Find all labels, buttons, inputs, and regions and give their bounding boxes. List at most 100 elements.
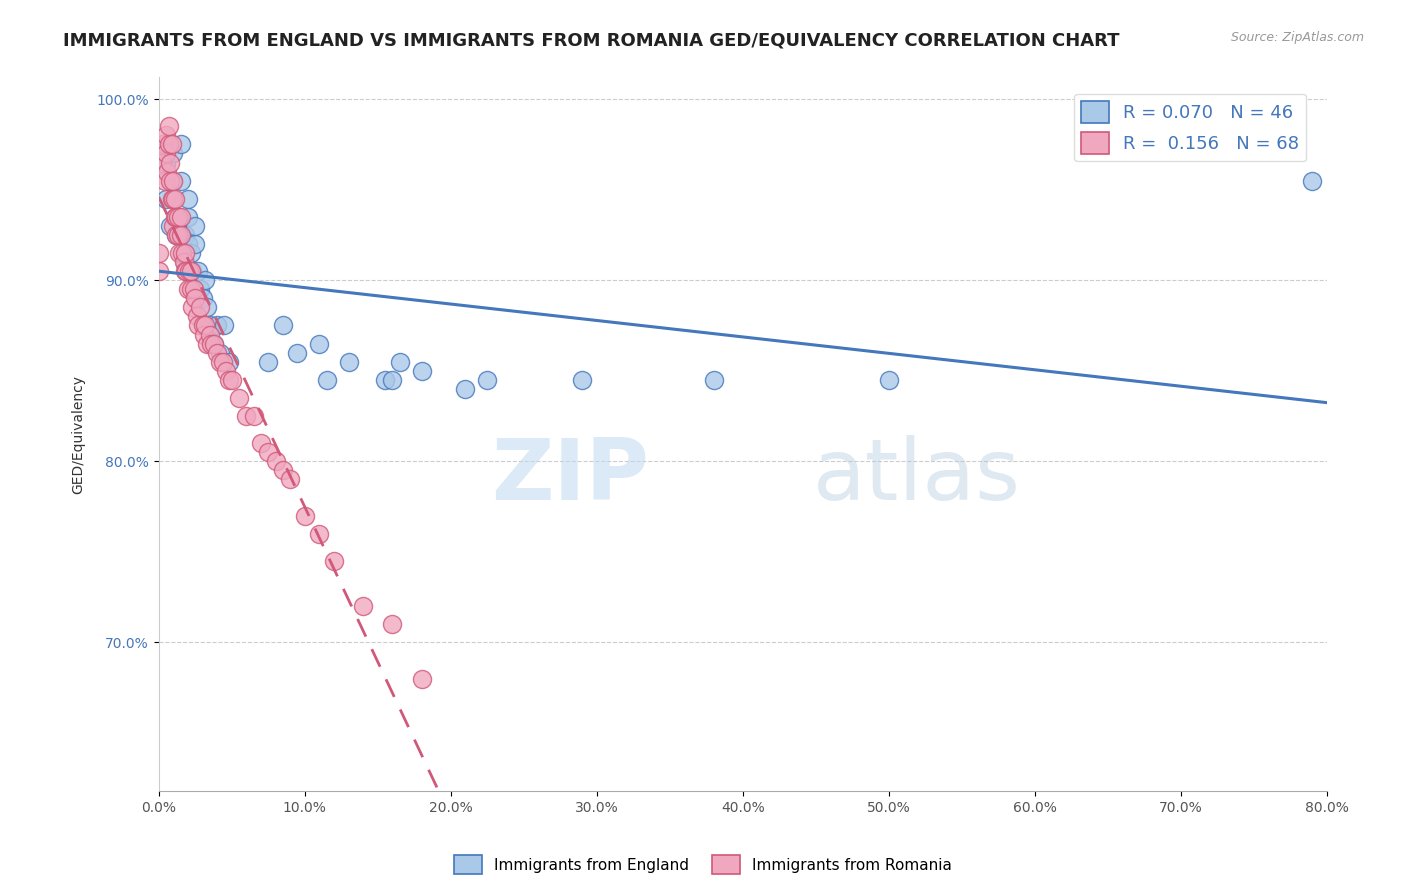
Point [162, 146, 184, 161]
Point [177, 192, 200, 206]
Point [454, 382, 477, 396]
Point [308, 336, 330, 351]
Point [191, 318, 214, 333]
Point [183, 282, 205, 296]
Point [159, 155, 181, 169]
Point [381, 617, 404, 632]
Point [242, 409, 264, 423]
Point [294, 508, 316, 523]
Point [202, 336, 225, 351]
Point [162, 192, 184, 206]
Point [200, 336, 222, 351]
Point [205, 345, 228, 359]
Point [215, 364, 238, 378]
Point [187, 318, 209, 333]
Point [271, 318, 294, 333]
Point [155, 146, 177, 161]
Point [323, 554, 346, 568]
Point [191, 291, 214, 305]
Point [202, 336, 225, 351]
Point [184, 219, 207, 233]
Point [208, 355, 231, 369]
Point [208, 345, 231, 359]
Point [198, 318, 221, 333]
Point [174, 227, 197, 242]
Point [195, 301, 218, 315]
Point [180, 282, 202, 296]
Point [150, 155, 173, 169]
Point [221, 373, 243, 387]
Point [177, 237, 200, 252]
Point [166, 210, 188, 224]
Point [411, 672, 433, 686]
Point [157, 137, 180, 152]
Text: IMMIGRANTS FROM ENGLAND VS IMMIGRANTS FROM ROMANIA GED/EQUIVALENCY CORRELATION C: IMMIGRANTS FROM ENGLAND VS IMMIGRANTS FR… [63, 31, 1119, 49]
Point [195, 336, 218, 351]
Point [155, 146, 177, 161]
Point [169, 174, 191, 188]
Point [162, 174, 184, 188]
Point [169, 137, 191, 152]
Point [214, 318, 236, 333]
Point [184, 237, 207, 252]
Point [163, 210, 186, 224]
Point [278, 472, 301, 486]
Point [160, 137, 183, 152]
Point [159, 219, 181, 233]
Legend: Immigrants from England, Immigrants from Romania: Immigrants from England, Immigrants from… [449, 849, 957, 880]
Point [257, 355, 280, 369]
Point [174, 246, 197, 260]
Legend: R = 0.070   N = 46, R =  0.156   N = 68: R = 0.070 N = 46, R = 0.156 N = 68 [1074, 94, 1306, 161]
Point [184, 291, 207, 305]
Point [157, 120, 180, 134]
Point [167, 210, 190, 224]
Point [188, 301, 211, 315]
Point [315, 373, 337, 387]
Point [155, 192, 177, 206]
Point [165, 227, 187, 242]
Point [174, 264, 197, 278]
Point [235, 409, 257, 423]
Point [287, 345, 309, 359]
Point [308, 526, 330, 541]
Point [156, 164, 179, 178]
Point [271, 463, 294, 477]
Point [170, 246, 193, 260]
Point [257, 445, 280, 459]
Point [181, 264, 204, 278]
Point [174, 255, 197, 269]
Point [180, 246, 202, 260]
Text: atlas: atlas [813, 435, 1021, 518]
Point [181, 301, 204, 315]
Point [187, 264, 209, 278]
Point [159, 174, 181, 188]
Point [218, 373, 240, 387]
Point [877, 373, 900, 387]
Point [198, 327, 221, 342]
Point [388, 355, 411, 369]
Point [250, 436, 273, 450]
Point [165, 227, 187, 242]
Y-axis label: GED/Equivalency: GED/Equivalency [72, 375, 86, 493]
Point [152, 137, 174, 152]
Point [163, 192, 186, 206]
Point [186, 310, 208, 324]
Point [148, 246, 170, 260]
Point [160, 192, 183, 206]
Point [194, 318, 217, 333]
Point [228, 391, 250, 405]
Point [169, 210, 191, 224]
Point [169, 227, 191, 242]
Point [173, 255, 195, 269]
Point [212, 355, 235, 369]
Point [165, 210, 187, 224]
Point [477, 373, 499, 387]
Point [155, 128, 177, 143]
Point [167, 246, 190, 260]
Point [352, 599, 374, 614]
Point [337, 355, 360, 369]
Point [179, 264, 201, 278]
Point [205, 318, 228, 333]
Point [153, 174, 176, 188]
Text: ZIP: ZIP [492, 435, 650, 518]
